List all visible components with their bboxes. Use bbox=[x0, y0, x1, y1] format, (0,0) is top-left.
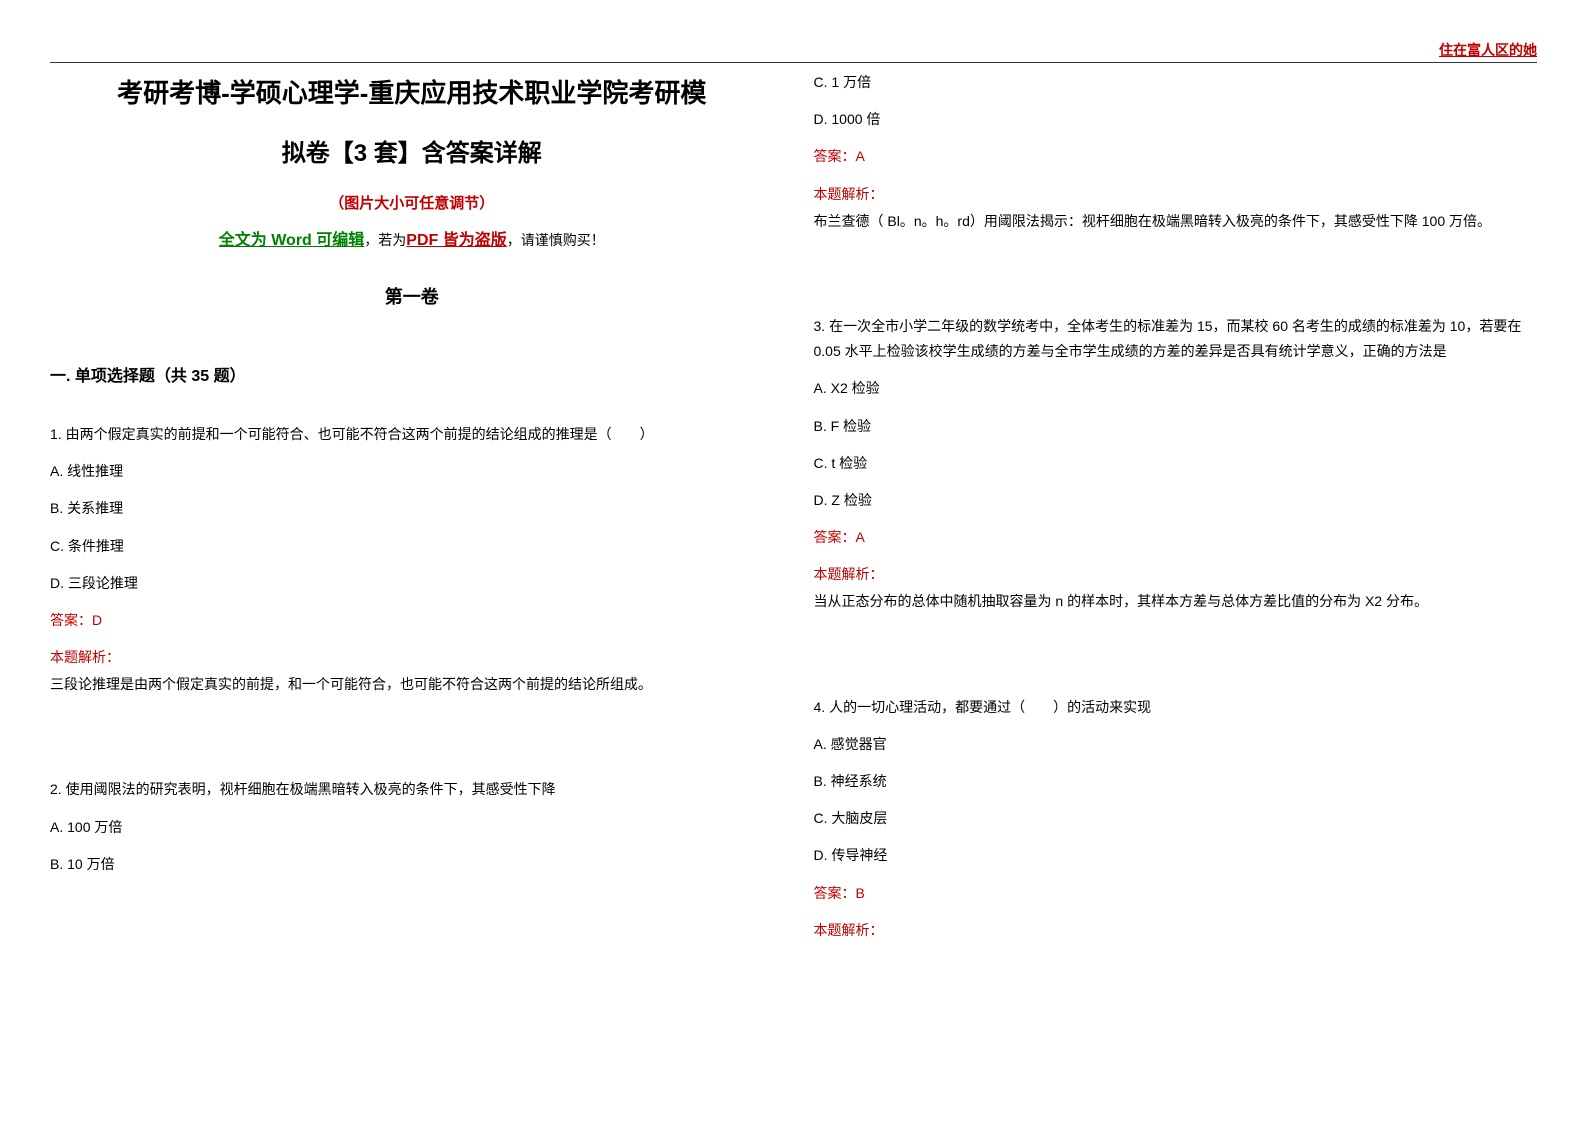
q4-analysis-label: 本题解析： bbox=[814, 918, 1538, 943]
q3-option-b: B. F 检验 bbox=[814, 414, 1538, 439]
q2-option-c: C. 1 万倍 bbox=[814, 70, 1538, 95]
q3-option-a: A. X2 检验 bbox=[814, 376, 1538, 401]
header-divider bbox=[50, 62, 1537, 63]
q3-option-d: D. Z 检验 bbox=[814, 488, 1538, 513]
doc-title-line2: 拟卷【3 套】含答案详解 bbox=[50, 132, 774, 175]
q1-option-a: A. 线性推理 bbox=[50, 459, 774, 484]
q2-option-b: B. 10 万倍 bbox=[50, 852, 774, 877]
q2-analysis-label: 本题解析： bbox=[814, 182, 1538, 207]
q1-analysis-text: 三段论推理是由两个假定真实的前提，和一个可能符合，也可能不符合这两个前提的结论所… bbox=[50, 672, 774, 697]
q2-analysis-text: 布兰查德（ Bl。n。h。rd）用阈限法揭示：视杆细胞在极端黑暗转入极亮的条件下… bbox=[814, 209, 1538, 234]
notice-word-editable: 全文为 Word 可编辑 bbox=[219, 232, 364, 249]
q4-option-c: C. 大脑皮层 bbox=[814, 806, 1538, 831]
notice-pdf-pirate: PDF 皆为盗版 bbox=[406, 232, 506, 249]
q1-analysis-label: 本题解析： bbox=[50, 645, 774, 670]
content-columns: 考研考博-学硕心理学-重庆应用技术职业学院考研模 拟卷【3 套】含答案详解 （图… bbox=[50, 70, 1537, 945]
volume-heading: 第一卷 bbox=[50, 281, 774, 313]
q3-analysis-label: 本题解析： bbox=[814, 562, 1538, 587]
q2-option-a: A. 100 万倍 bbox=[50, 815, 774, 840]
section-heading: 一. 单项选择题（共 35 题） bbox=[50, 363, 774, 392]
q3-stem: 3. 在一次全市小学二年级的数学统考中，全体考生的标准差为 15，而某校 60 … bbox=[814, 314, 1538, 364]
q2-stem: 2. 使用阈限法的研究表明，视杆细胞在极端黑暗转入极亮的条件下，其感受性下降 bbox=[50, 777, 774, 802]
q2-answer: 答案：A bbox=[814, 144, 1538, 169]
q1-answer: 答案：D bbox=[50, 608, 774, 633]
q4-answer: 答案：B bbox=[814, 881, 1538, 906]
q1-stem: 1. 由两个假定真实的前提和一个可能符合、也可能不符合这两个前提的结论组成的推理… bbox=[50, 422, 774, 447]
q3-analysis-text: 当从正态分布的总体中随机抽取容量为 n 的样本时，其样本方差与总体方差比值的分布… bbox=[814, 589, 1538, 614]
notice-sep1: ，若为 bbox=[364, 232, 406, 248]
doc-subtitle: （图片大小可任意调节） bbox=[50, 190, 774, 217]
left-column: 考研考博-学硕心理学-重庆应用技术职业学院考研模 拟卷【3 套】含答案详解 （图… bbox=[50, 70, 774, 945]
q4-option-b: B. 神经系统 bbox=[814, 769, 1538, 794]
q3-answer: 答案：A bbox=[814, 525, 1538, 550]
doc-notice: 全文为 Word 可编辑，若为PDF 皆为盗版，请谨慎购买！ bbox=[50, 227, 774, 256]
q1-option-d: D. 三段论推理 bbox=[50, 571, 774, 596]
doc-title-line1: 考研考博-学硕心理学-重庆应用技术职业学院考研模 bbox=[50, 70, 774, 117]
header-watermark: 住在富人区的她 bbox=[1439, 40, 1537, 60]
q1-option-c: C. 条件推理 bbox=[50, 534, 774, 559]
q4-option-d: D. 传导神经 bbox=[814, 843, 1538, 868]
q1-option-b: B. 关系推理 bbox=[50, 496, 774, 521]
q2-option-d: D. 1000 倍 bbox=[814, 107, 1538, 132]
notice-sep2: ，请谨慎购买！ bbox=[507, 232, 605, 248]
q3-option-c: C. t 检验 bbox=[814, 451, 1538, 476]
right-column: C. 1 万倍 D. 1000 倍 答案：A 本题解析： 布兰查德（ Bl。n。… bbox=[814, 70, 1538, 945]
q4-option-a: A. 感觉器官 bbox=[814, 732, 1538, 757]
q4-stem: 4. 人的一切心理活动，都要通过（ ）的活动来实现 bbox=[814, 695, 1538, 720]
